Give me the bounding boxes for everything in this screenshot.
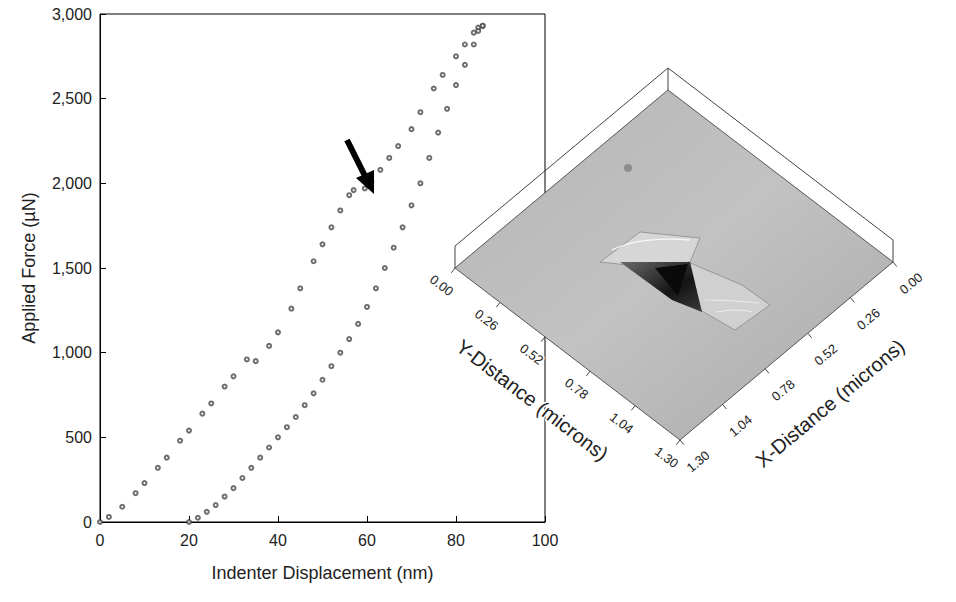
- svg-text:X-Distance (microns): X-Distance (microns): [751, 335, 908, 472]
- svg-text:Indenter Displacement (nm): Indenter Displacement (nm): [211, 563, 433, 583]
- svg-text:0.00: 0.00: [427, 272, 456, 299]
- svg-text:2,000: 2,000: [52, 175, 92, 192]
- svg-text:0.78: 0.78: [562, 375, 591, 402]
- svg-text:Applied Force (µN): Applied Force (µN): [19, 192, 39, 343]
- svg-text:1.30: 1.30: [652, 444, 681, 471]
- svg-text:0.26: 0.26: [472, 306, 501, 333]
- svg-text:3,000: 3,000: [52, 6, 92, 23]
- svg-text:0.26: 0.26: [854, 305, 883, 333]
- svg-text:0: 0: [96, 532, 105, 549]
- svg-text:2,500: 2,500: [52, 90, 92, 107]
- svg-text:500: 500: [65, 429, 92, 446]
- svg-text:80: 80: [447, 532, 465, 549]
- svg-text:Y-Distance (microns): Y-Distance (microns): [452, 335, 612, 465]
- svg-text:0.00: 0.00: [896, 270, 925, 298]
- svg-text:0: 0: [83, 514, 92, 531]
- svg-text:1.30: 1.30: [683, 448, 712, 476]
- svg-text:40: 40: [269, 532, 287, 549]
- svg-text:1.04: 1.04: [726, 412, 755, 440]
- svg-text:100: 100: [532, 532, 559, 549]
- svg-text:0.52: 0.52: [517, 341, 546, 368]
- svg-text:0.78: 0.78: [769, 376, 798, 404]
- svg-text:1,500: 1,500: [52, 260, 92, 277]
- svg-text:1.04: 1.04: [607, 409, 636, 436]
- svg-text:1,000: 1,000: [52, 344, 92, 361]
- svg-text:20: 20: [180, 532, 198, 549]
- svg-text:0.52: 0.52: [811, 341, 840, 369]
- svg-text:60: 60: [358, 532, 376, 549]
